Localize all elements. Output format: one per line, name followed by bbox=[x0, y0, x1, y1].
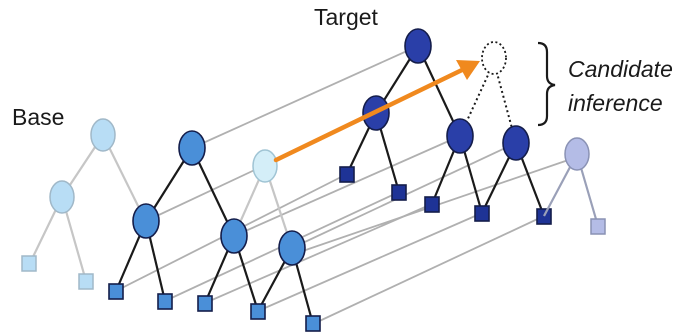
target-node bbox=[404, 28, 432, 64]
base-tree bbox=[108, 130, 321, 332]
faded-target-node bbox=[564, 137, 590, 171]
base-node bbox=[278, 230, 306, 266]
brace-icon bbox=[537, 41, 556, 127]
arrowhead-icon bbox=[456, 60, 480, 80]
base-node bbox=[132, 203, 160, 239]
mapping-lines bbox=[115, 45, 581, 325]
target-leaf bbox=[339, 166, 355, 183]
target-tree bbox=[339, 28, 552, 225]
faded-base-tree bbox=[21, 118, 146, 290]
target-label: Target bbox=[314, 4, 378, 30]
faded-target-tree bbox=[543, 137, 606, 235]
base-leaf bbox=[108, 283, 124, 300]
faded-target-leaf bbox=[590, 218, 606, 235]
highlighted-base-node bbox=[252, 149, 278, 183]
base-node bbox=[178, 130, 206, 166]
candidate-label-line1: Candidate bbox=[568, 56, 673, 82]
target-leaf bbox=[474, 205, 490, 222]
target-node bbox=[446, 118, 474, 154]
candidate-inference-node bbox=[481, 41, 507, 75]
faded-node bbox=[49, 180, 75, 214]
inference-arrow bbox=[273, 60, 480, 163]
mapping-line bbox=[257, 212, 483, 312]
target-leaf bbox=[536, 208, 552, 225]
target-leaf bbox=[391, 184, 407, 201]
base-node bbox=[220, 218, 248, 254]
candidate-inference-label: Candidate inference bbox=[568, 52, 673, 120]
mapping-line bbox=[312, 215, 545, 325]
candidate-label-line2: inference bbox=[568, 90, 663, 116]
base-leaf bbox=[197, 295, 213, 312]
mapping-line bbox=[191, 45, 419, 149]
base-leaf bbox=[157, 293, 173, 310]
faded-leaf bbox=[21, 255, 37, 272]
base-label: Base bbox=[12, 104, 65, 130]
faded-node bbox=[90, 118, 116, 152]
target-node bbox=[502, 125, 530, 161]
faded-leaf bbox=[78, 273, 94, 290]
target-leaf bbox=[424, 196, 440, 213]
base-leaf bbox=[250, 303, 266, 320]
base-leaf bbox=[305, 315, 321, 332]
mapping-line bbox=[233, 135, 461, 237]
